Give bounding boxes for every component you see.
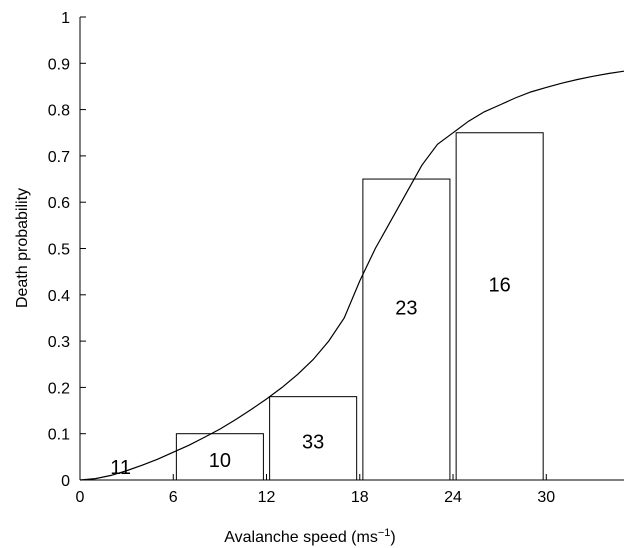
y-tick-label: 1 — [61, 10, 70, 27]
x-tick-label: 30 — [537, 489, 555, 506]
x-tick-label: 24 — [444, 489, 462, 506]
y-tick-label: 0.2 — [48, 380, 70, 397]
bar-label-23: 23 — [395, 298, 417, 320]
y-tick-label: 0.5 — [48, 242, 70, 259]
ticks-group: 00.10.20.30.40.50.60.70.80.910 6 12 18 24 30 — [48, 10, 556, 506]
curve-group — [79, 70, 624, 481]
bar-16 — [455, 132, 544, 481]
y-tick-label: 0 — [61, 473, 70, 490]
y-tick-label: 0.6 — [48, 195, 70, 212]
x-tick-label: 12 — [258, 489, 276, 506]
bars-group: 11 10 33 23 16 — [110, 132, 544, 481]
y-tick-label: 0.7 — [48, 149, 70, 166]
bar-23 — [362, 178, 451, 481]
y-axis-title: Death probability — [14, 188, 31, 308]
x-axis-title-end: ) — [390, 529, 395, 546]
x-axis-title-sup: −1 — [378, 527, 391, 539]
fitted-curve — [79, 70, 624, 481]
bar-label-33: 33 — [302, 431, 324, 453]
y-tick-label: 0.9 — [48, 56, 70, 73]
y-tick-label: 0.1 — [48, 427, 70, 444]
x-tick-label: 0 — [76, 489, 85, 506]
y-tick-label: 0.4 — [48, 288, 70, 305]
x-tick-label: 18 — [351, 489, 369, 506]
bar-label-10: 10 — [209, 450, 231, 472]
y-tick-label: 0.3 — [48, 334, 70, 351]
bar-label-11: 11 — [110, 457, 131, 479]
x-axis-title-main: Avalanche speed (ms — [224, 529, 378, 546]
bar-10 — [175, 433, 264, 481]
y-tick-label: 0.8 — [48, 103, 70, 120]
bar-33 — [269, 396, 358, 481]
x-tick-label: 6 — [169, 489, 178, 506]
x-axis-title: Avalanche speed (ms−1) — [224, 527, 395, 546]
bar-label-16: 16 — [489, 274, 511, 296]
